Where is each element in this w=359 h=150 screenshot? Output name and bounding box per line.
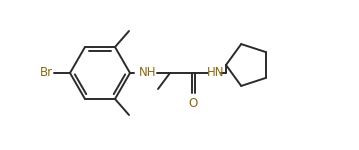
Text: Br: Br	[40, 66, 53, 80]
Text: O: O	[188, 97, 197, 110]
Text: NH: NH	[139, 66, 157, 80]
Text: HN: HN	[207, 66, 225, 80]
